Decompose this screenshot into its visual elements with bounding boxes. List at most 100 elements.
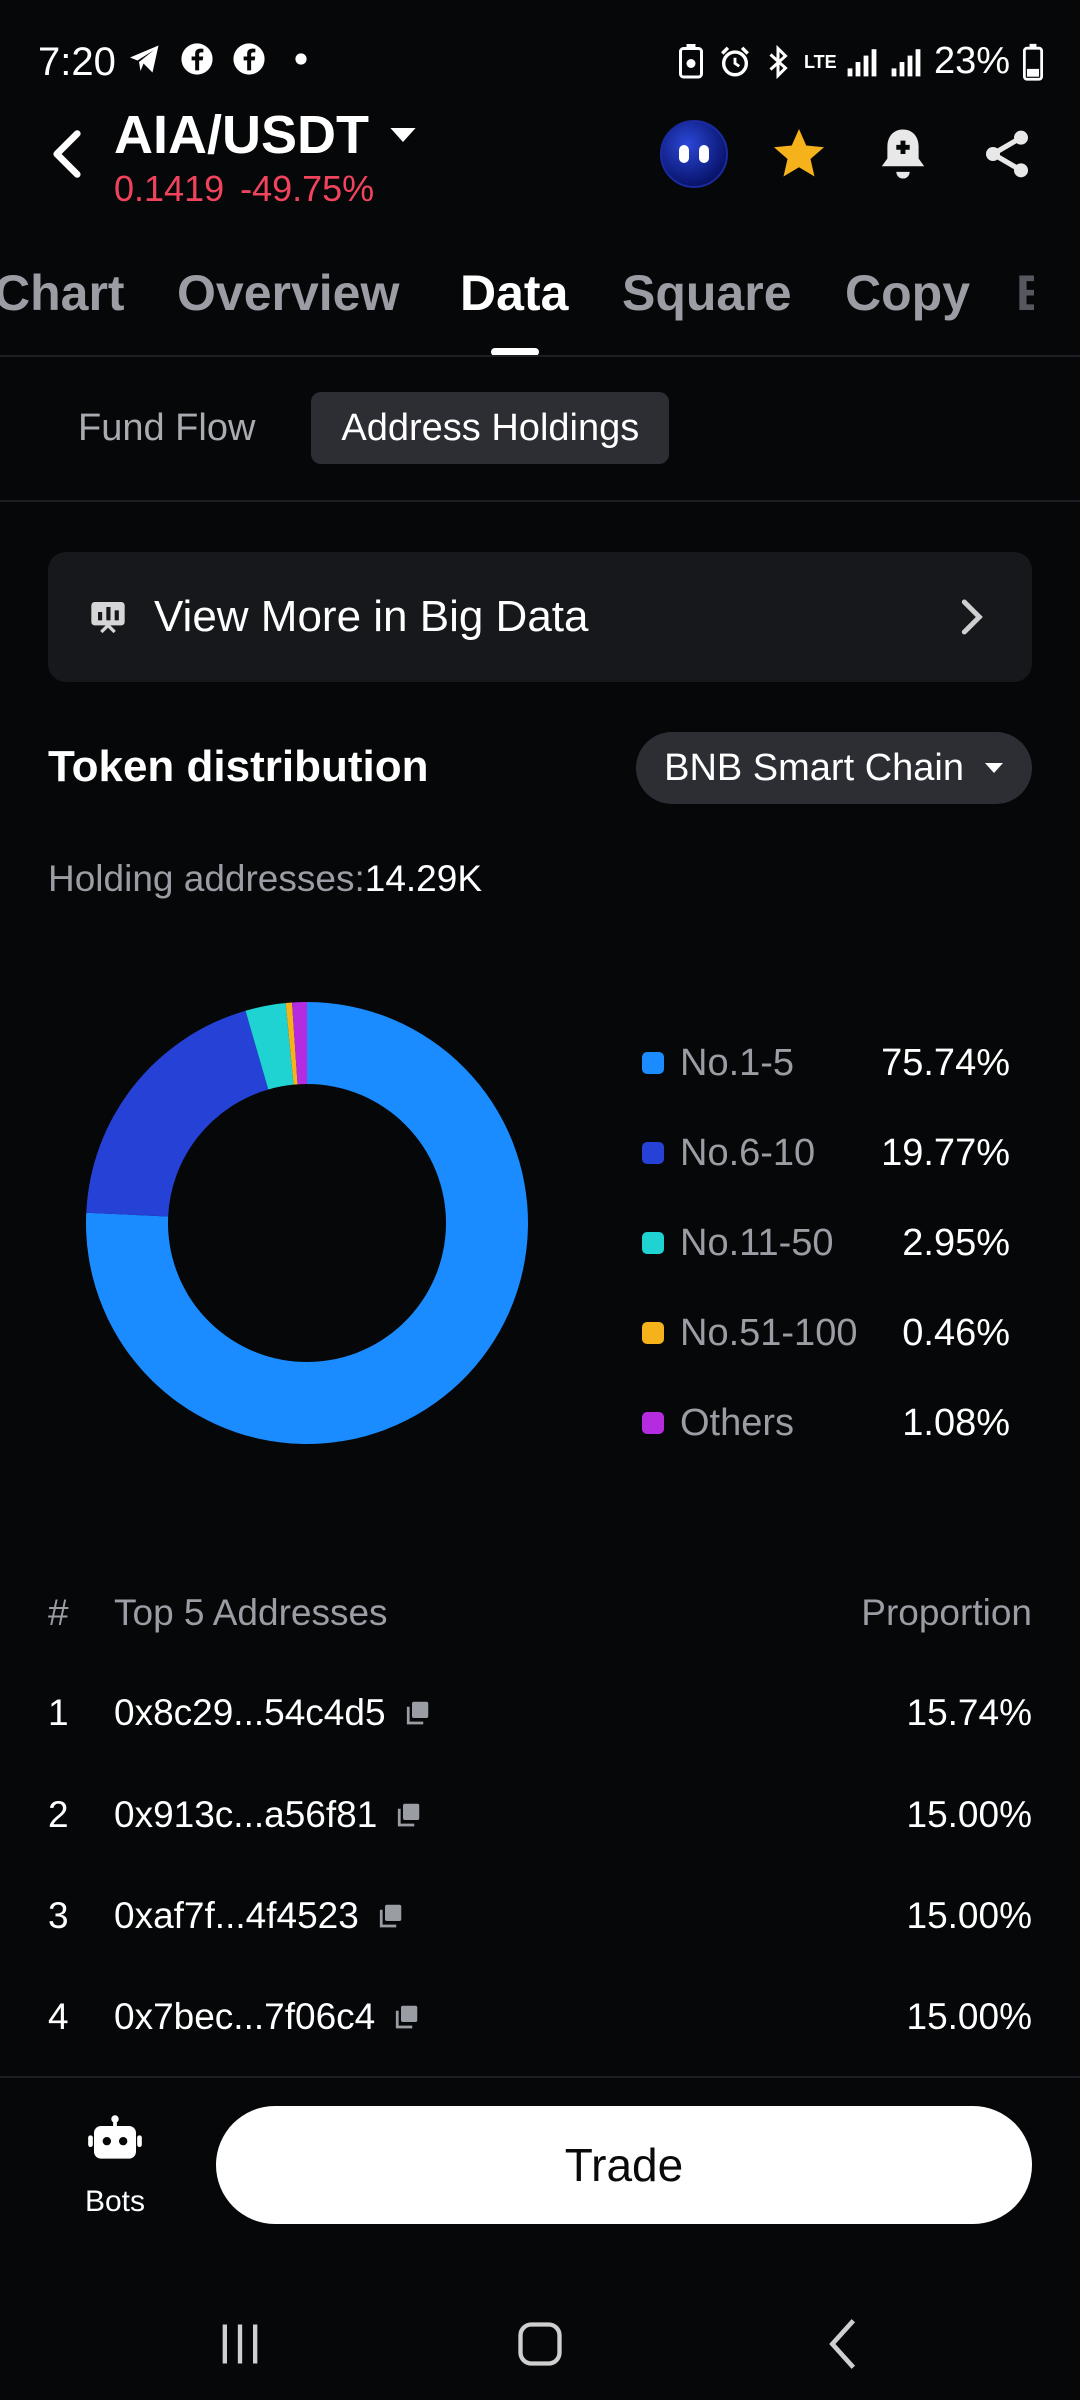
active-tab-indicator — [491, 348, 539, 356]
row-proportion: 15.00% — [906, 1794, 1033, 1835]
row-rank: 2 — [48, 1794, 69, 1835]
system-nav-bar — [0, 2280, 1080, 2400]
facebook-icon — [230, 40, 268, 78]
caret-down-icon — [390, 128, 416, 142]
copy-icon[interactable] — [375, 1901, 405, 1931]
legend-item: No.51-100 0.46% — [640, 1288, 1010, 1378]
row-address: 0xaf7f...4f4523 — [114, 1895, 405, 1937]
row-proportion: 15.74% — [906, 1692, 1033, 1733]
tab-more[interactable]: E — [1016, 265, 1034, 321]
last-price: 0.1419 — [114, 168, 225, 209]
status-time: 7:20 — [38, 40, 116, 84]
legend-value: 1.08% — [902, 1401, 1010, 1444]
donut-slice-others — [292, 1002, 307, 1085]
donut-slice-no-11-50 — [245, 1003, 294, 1090]
battery-saver-icon — [678, 43, 703, 78]
pair-selector[interactable]: AIA/USDT — [114, 104, 417, 166]
signal-icon — [891, 48, 921, 76]
star-icon — [774, 129, 824, 177]
tab-chart[interactable]: Chart — [0, 265, 125, 321]
row-proportion: 15.00% — [906, 1895, 1033, 1936]
big-data-label: View More in Big Data — [154, 592, 589, 641]
status-bar: 7:20 LTE 23% — [0, 0, 1080, 120]
chain-selector[interactable]: BNB Smart Chain — [636, 732, 1032, 804]
chevron-right-icon — [961, 599, 983, 635]
legend-label: No.51-100 — [680, 1311, 858, 1354]
notification-icons — [126, 40, 320, 78]
legend-swatch — [642, 1412, 664, 1434]
divider — [0, 2076, 1080, 2078]
bluetooth-icon — [769, 44, 788, 79]
table-row: 3 0xaf7f...4f4523 15.00% — [0, 1877, 1080, 1957]
price-info: 0.1419 -49.75% — [114, 168, 374, 210]
network-type: LTE — [803, 51, 837, 72]
facebook-icon — [178, 40, 216, 78]
col-rank-header: # — [48, 1592, 69, 1633]
legend-label: No.11-50 — [680, 1221, 834, 1264]
subtab-address-holdings[interactable]: Address Holdings — [311, 392, 670, 464]
pair-header: AIA/USDT 0.1419 -49.75% — [0, 100, 1080, 220]
section-title: Token distribution — [48, 742, 429, 791]
address-text: 0x913c...a56f81 — [114, 1794, 378, 1835]
telegram-icon — [126, 40, 164, 78]
legend-item: No.6-10 19.77% — [640, 1108, 1010, 1198]
holding-value: 14.29K — [364, 858, 483, 899]
row-address: 0x7bec...7f06c4 — [114, 1996, 421, 2038]
bots-button[interactable]: Bots — [70, 2112, 160, 2219]
alert-button[interactable] — [870, 121, 936, 187]
alarm-icon — [720, 46, 749, 76]
avatar[interactable] — [660, 120, 728, 188]
legend-label: Others — [680, 1401, 795, 1444]
subtab-fund-flow[interactable]: Fund Flow — [78, 406, 256, 449]
row-rank: 1 — [48, 1692, 69, 1733]
table-row: 4 0x7bec...7f06c4 15.00% — [0, 1978, 1080, 2058]
share-button[interactable] — [974, 121, 1040, 187]
tab-copy[interactable]: Copy — [845, 265, 970, 321]
legend-value: 75.74% — [881, 1041, 1010, 1084]
tab-square[interactable]: Square — [622, 265, 792, 321]
col-address-header: Top 5 Addresses — [114, 1592, 388, 1633]
trade-button[interactable]: Trade — [216, 2106, 1032, 2224]
legend-value: 2.95% — [902, 1221, 1010, 1264]
copy-icon[interactable] — [391, 2002, 421, 2032]
back-nav-icon — [829, 2319, 856, 2369]
back-button[interactable] — [42, 124, 92, 184]
legend-swatch — [642, 1142, 664, 1164]
home-button[interactable] — [500, 2304, 580, 2384]
row-address: 0x8c29...54c4d5 — [114, 1692, 432, 1734]
main-tabs: Chart Overview Data Square Copy E — [0, 258, 1080, 356]
row-rank: 4 — [48, 1996, 69, 2037]
donut-slice-no-1-5 — [85, 1002, 528, 1444]
copy-icon[interactable] — [393, 1800, 423, 1830]
bell-plus-icon — [881, 129, 925, 179]
favorite-button[interactable] — [766, 121, 832, 187]
robot-icon — [88, 2115, 142, 2159]
battery-icon — [1022, 43, 1044, 81]
legend-item: No.1-5 75.74% — [640, 1018, 1010, 1108]
legend-item: Others 1.08% — [640, 1378, 1010, 1468]
distribution-donut-chart — [85, 1002, 528, 1444]
tab-data[interactable]: Data — [460, 265, 569, 321]
holding-label: Holding addresses: — [48, 858, 365, 899]
divider — [0, 355, 1080, 357]
legend-item: No.11-50 2.95% — [640, 1198, 1010, 1288]
holding-addresses: Holding addresses:14.29K — [48, 858, 482, 900]
signal-icon — [847, 48, 877, 76]
caret-down-icon — [985, 763, 1003, 773]
row-address: 0x913c...a56f81 — [114, 1794, 423, 1836]
donut-slice-no-6-10 — [86, 1010, 269, 1217]
back-nav-button[interactable] — [804, 2304, 884, 2384]
back-arrow-icon — [53, 130, 81, 178]
table-row: 1 0x8c29...54c4d5 15.74% — [0, 1674, 1080, 1754]
recents-button[interactable] — [200, 2304, 280, 2384]
tab-overview[interactable]: Overview — [177, 265, 400, 321]
copy-icon[interactable] — [402, 1698, 432, 1728]
share-icon — [986, 130, 1028, 178]
col-proportion-header: Proportion — [861, 1592, 1032, 1633]
big-data-link[interactable]: View More in Big Data — [48, 552, 1032, 682]
system-icons: LTE 23% — [676, 40, 1044, 83]
chart-board-icon — [91, 602, 125, 634]
price-change: -49.75% — [240, 168, 375, 209]
legend-value: 19.77% — [881, 1131, 1010, 1174]
address-text: 0xaf7f...4f4523 — [114, 1895, 359, 1936]
